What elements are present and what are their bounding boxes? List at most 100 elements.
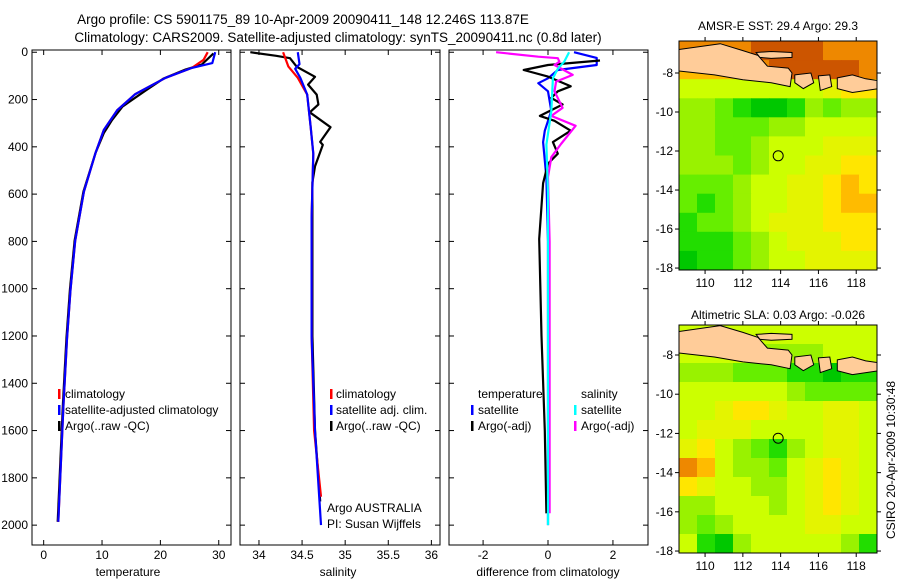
heatmap-cell [805,212,824,233]
y-tick-label: 800 [8,234,28,248]
land-polygon [755,332,793,341]
land-polygon [794,72,815,90]
map-frame [678,324,878,554]
heatmap-cell [805,117,824,137]
legend-swatch-climatology [58,389,61,399]
heatmap-cell [823,250,842,270]
heatmap-cell [769,420,788,440]
legend-label-argo: Argo(..raw -QC) [65,419,150,433]
heatmap-cell [733,98,752,118]
heatmap-cell [805,477,824,497]
heatmap-cell [697,477,716,497]
lat-tick-label: -12 [656,144,674,158]
heatmap-cell [769,534,788,553]
heatmap-cell [823,231,842,252]
heatmap-cell [751,250,770,270]
heatmap-cell [859,420,877,440]
heatmap-cell [805,231,824,252]
series-line-temperature-argo-adj- [522,59,601,514]
heatmap-cell [679,231,698,252]
heatmap-cell [733,250,752,270]
heatmap-cell [733,363,752,383]
heatmap-cell [715,212,734,233]
heatmap-cell [787,515,806,535]
x-tick-label: 0 [545,548,552,562]
heatmap-cell [697,155,716,176]
annotation-argo-australia: Argo AUSTRALIA [327,501,422,515]
heatmap-cell [805,534,824,553]
lon-tick-label: 116 [809,276,828,290]
lat-tick-label: -16 [656,505,674,519]
legend-swatch-satellite [58,405,61,415]
heatmap-cell [859,534,877,553]
land-polygon [679,43,793,88]
heatmap-cell [679,401,698,421]
heatmap-cell [733,193,752,214]
heatmap-cell [841,212,860,233]
x-tick-label: 34 [252,548,266,562]
series-line-satellite-adj-clim- [294,52,323,526]
heatmap-cell [841,117,860,137]
x-tick-label: 35.5 [377,548,401,562]
lat-tick-label: -16 [656,222,674,236]
heatmap-cell [679,250,698,270]
heatmap-cell [697,363,716,383]
lat-tick-label: -14 [656,466,674,480]
heatmap-cell [859,477,877,497]
argo-position-marker [772,432,784,444]
heatmap-cell [823,515,842,535]
heatmap-cell [805,496,824,516]
lat-tick-label: -18 [656,261,674,275]
heatmap-cell [715,477,734,497]
heatmap-cell [697,193,716,214]
x-axis-label: temperature [96,565,161,579]
heatmap-cell [751,155,770,176]
heatmap-cell [769,193,788,214]
legend-swatch-sal-satellite [574,405,577,415]
heatmap-cell [769,458,788,478]
heatmap-cell [769,98,788,118]
heatmap-cell [715,401,734,421]
heatmap-cell [751,117,770,137]
heatmap-cell [859,439,877,459]
heatmap-cell [715,174,734,195]
y-tick-label: 2000 [1,518,28,532]
heatmap-cell [859,496,877,516]
heatmap-cell [841,515,860,535]
heatmap-cell [679,79,698,99]
heatmap-cell [805,41,824,61]
legend-swatch-temp-argo [471,421,474,431]
heatmap-cell [697,401,716,421]
lat-tick-label: -14 [656,183,674,197]
heatmap-cell [841,439,860,459]
heatmap-cell [841,174,860,195]
lat-tick-label: -10 [656,387,674,401]
lon-tick-label: 118 [847,276,866,290]
heatmap-cell [751,98,770,118]
plot-area [32,50,231,545]
heatmap-cell [859,117,877,137]
y-tick-label: 1800 [1,471,28,485]
heatmap-cell [859,155,877,176]
legend-label-temp-argo: Argo(-adj) [478,419,531,433]
heatmap-cell [769,231,788,252]
heatmap-cell [751,382,770,402]
heatmap-cell [679,98,698,118]
heatmap-cell [805,420,824,440]
heatmap-cell [823,458,842,478]
heatmap-cell [697,534,716,553]
heatmap-cell [697,174,716,195]
heatmap-cell [823,401,842,421]
heatmap-cell [751,477,770,497]
legend-header-salinity: salinity [581,387,618,401]
heatmap-cell [751,534,770,553]
heatmap-cell [769,401,788,421]
heatmap-cell [769,439,788,459]
heatmap-cell [715,458,734,478]
heatmap-cell [751,496,770,516]
x-tick-label: 35 [338,548,352,562]
heatmap-cell [751,193,770,214]
legend-swatch-satellite [330,405,333,415]
difference-panel: -2 0 2 difference from climatology [448,49,649,579]
